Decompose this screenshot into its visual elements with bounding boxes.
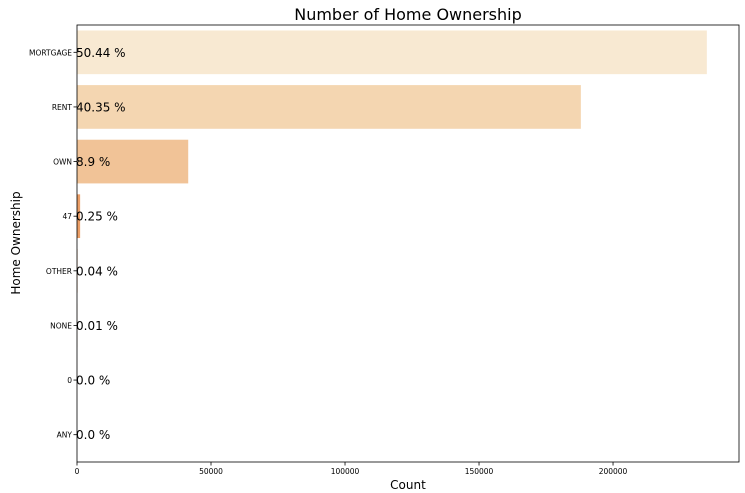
y-tick-label: ANY bbox=[57, 431, 73, 440]
data-label: 0.04 % bbox=[76, 264, 118, 278]
data-label: 8.9 % bbox=[76, 155, 110, 169]
data-label: 0.01 % bbox=[76, 319, 118, 333]
y-tick-label: OTHER bbox=[46, 267, 72, 276]
bar-3 bbox=[77, 194, 81, 239]
y-axis-label: Home Ownership bbox=[9, 191, 23, 294]
data-label: 40.35 % bbox=[76, 100, 126, 114]
bar-1 bbox=[77, 85, 581, 129]
data-label: 0.0 % bbox=[76, 428, 110, 442]
bar-2 bbox=[77, 139, 189, 184]
x-tick-label: 200000 bbox=[599, 467, 628, 476]
bar-0 bbox=[77, 30, 707, 75]
x-ticks: 0 50000 100000 150000 200000 bbox=[75, 462, 628, 476]
plot-frame bbox=[76, 24, 740, 463]
y-tick-label: NONE bbox=[50, 321, 72, 330]
data-labels: 50.44 % 40.35 % 8.9 % 0.25 % 0.04 % 0.01 % 0.0… bbox=[76, 46, 126, 442]
y-tick-label: RENT bbox=[52, 103, 73, 112]
x-tick-label: 150000 bbox=[465, 467, 494, 476]
chart-title: Number of Home Ownership bbox=[294, 5, 522, 24]
y-tick-label: OWN bbox=[53, 158, 72, 167]
y-tick-label: MORTGAGE bbox=[29, 48, 72, 57]
y-tick-label: 47 bbox=[62, 212, 72, 221]
x-tick-label: 100000 bbox=[331, 467, 360, 476]
data-label: 0.25 % bbox=[76, 210, 118, 224]
x-tick-label: 0 bbox=[75, 467, 80, 476]
data-label: 50.44 % bbox=[76, 46, 126, 60]
x-tick-label: 50000 bbox=[199, 467, 223, 476]
bars bbox=[77, 30, 707, 457]
y-ticks: MORTGAGE RENT OWN 47 OTHER NONE 0 ANY bbox=[29, 48, 77, 440]
y-tick-label: 0 bbox=[67, 376, 72, 385]
data-label: 0.0 % bbox=[76, 374, 110, 388]
x-axis-label: Count bbox=[390, 478, 426, 492]
